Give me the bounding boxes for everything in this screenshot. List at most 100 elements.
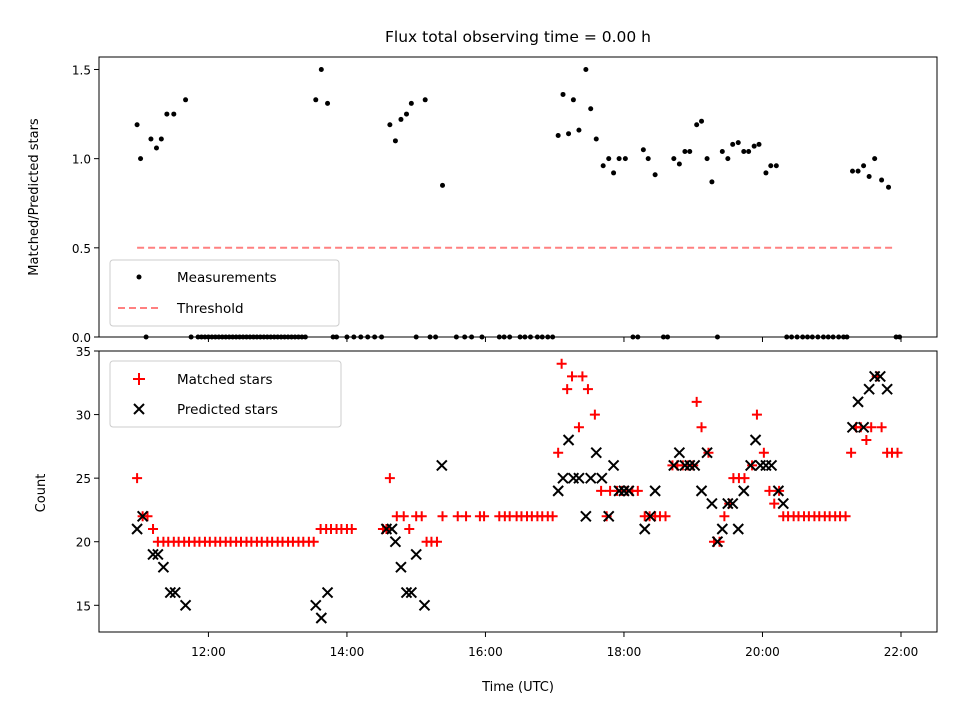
predicted-stars-point	[623, 485, 635, 497]
predicted-stars-point	[722, 497, 734, 510]
measurement-point	[387, 122, 393, 128]
predicted-stars-point	[580, 510, 592, 523]
legend-matched-marker	[133, 373, 145, 385]
measurement-point	[164, 111, 170, 117]
measurement-point	[730, 141, 736, 147]
predicted-stars-point	[701, 447, 713, 459]
predicted-stars-point	[738, 485, 750, 497]
count-y-axis-label: Count	[34, 474, 49, 513]
matched-stars-point	[308, 536, 319, 547]
measurement-point	[171, 111, 177, 117]
matched-stars-point	[404, 524, 415, 535]
bottom-y-tick-label: 30	[76, 409, 91, 423]
measurement-point	[555, 132, 561, 138]
matched-stars-point	[596, 485, 607, 496]
count-legend: Matched stars Predicted stars	[109, 360, 342, 428]
ratio-x-ticks	[207, 337, 902, 342]
predicted-stars-point	[136, 510, 149, 523]
x-axis-label: Time (UTC)	[481, 680, 554, 695]
matched-stars-point	[764, 485, 775, 496]
matched-stars-point	[567, 371, 578, 382]
measurement-point	[153, 145, 159, 151]
bottom-y-tick-label: 25	[76, 472, 91, 486]
measurement-point	[855, 168, 861, 174]
predicted-stars-point	[310, 599, 322, 612]
measurement-point	[709, 179, 715, 185]
matched-stars-point	[660, 511, 671, 522]
top-y-tick-label: 0.0	[72, 331, 91, 345]
measurement-point	[566, 131, 572, 137]
x-tick-label: 18:00	[607, 645, 642, 659]
matched-stars-point	[892, 447, 903, 458]
measurement-point	[440, 182, 446, 188]
count-panel: 15 20 25 30 35 12:00 14:00 16:00 18:00 20:00 22:0…	[34, 345, 938, 695]
predicted-stars-point	[131, 523, 143, 535]
predicted-stars-point	[711, 536, 724, 548]
measurement-point	[606, 156, 612, 162]
measurement-point	[850, 168, 856, 174]
predicted-stars-point	[716, 523, 729, 535]
matched-stars-point	[547, 511, 558, 522]
matched-stars-point	[562, 384, 573, 395]
matched-stars-point	[384, 473, 395, 484]
legend-predicted-label: Predicted stars	[177, 402, 278, 418]
matched-stars-point	[577, 371, 588, 382]
measurement-point	[719, 149, 725, 155]
matched-stars-point	[553, 447, 564, 458]
ratio-plot-frame	[98, 56, 938, 338]
matched-stars-point	[582, 384, 593, 395]
measurement-point	[725, 156, 731, 162]
predicted-stars-point	[613, 485, 625, 497]
measurement-point	[134, 122, 140, 128]
measurement-point	[699, 118, 705, 124]
x-tick-label: 22:00	[884, 645, 919, 659]
predicted-stars-point	[777, 497, 789, 510]
measurement-point	[640, 147, 646, 153]
matched-stars-point	[346, 524, 357, 535]
predicted-stars-point	[164, 586, 177, 599]
measurement-point	[879, 177, 885, 183]
measurement-point	[671, 156, 677, 162]
count-y-ticks: 15 20 25 30 35	[76, 345, 99, 613]
measurement-point	[392, 138, 398, 144]
measurement-point	[422, 97, 428, 103]
bottom-y-tick-label: 20	[76, 536, 91, 550]
measurement-point	[741, 149, 747, 155]
measurement-point	[746, 149, 752, 155]
matched-stars-point	[691, 396, 702, 407]
x-tick-label: 14:00	[330, 645, 365, 659]
matched-stars-point	[632, 485, 643, 496]
ratio-y-axis-label: Matched/Predicted stars	[27, 118, 42, 276]
predicted-stars-point	[552, 485, 564, 497]
measurement-point	[861, 163, 867, 169]
predicted-stars-point	[418, 599, 431, 612]
measurement-point	[763, 170, 769, 176]
measurement-point	[560, 91, 566, 97]
bottom-y-tick-label: 35	[76, 345, 91, 359]
matched-stars-point	[846, 447, 857, 458]
predicted-stars-point	[573, 472, 585, 484]
measurement-point	[183, 97, 189, 103]
matched-stars-point	[769, 498, 780, 509]
predicted-stars-point	[765, 459, 778, 472]
matched-stars-point	[142, 511, 153, 522]
predicted-stars-point	[395, 561, 407, 573]
predicted-stars-point	[410, 548, 422, 561]
top-y-tick-label: 0.5	[72, 242, 91, 256]
count-x-ticks: 12:00 14:00 16:00 18:00 20:00 22:00	[191, 632, 918, 659]
predicted-stars-point	[405, 586, 418, 599]
measurement-point	[694, 122, 700, 128]
ratio-marks	[134, 66, 903, 340]
measurement-point	[866, 173, 872, 179]
predicted-stars-point	[726, 497, 739, 510]
measurement-point	[645, 156, 651, 162]
matched-stars-point	[739, 473, 750, 484]
predicted-stars-point	[874, 370, 886, 383]
predicted-stars-point	[863, 383, 875, 395]
measurement-point	[751, 143, 757, 149]
matched-stars-point	[861, 435, 872, 446]
ratio-y-ticks: 0.0 0.5 1.0 1.5	[72, 63, 99, 345]
measurement-point	[773, 163, 779, 169]
predicted-stars-point	[321, 586, 334, 599]
predicted-stars-point	[846, 421, 859, 433]
